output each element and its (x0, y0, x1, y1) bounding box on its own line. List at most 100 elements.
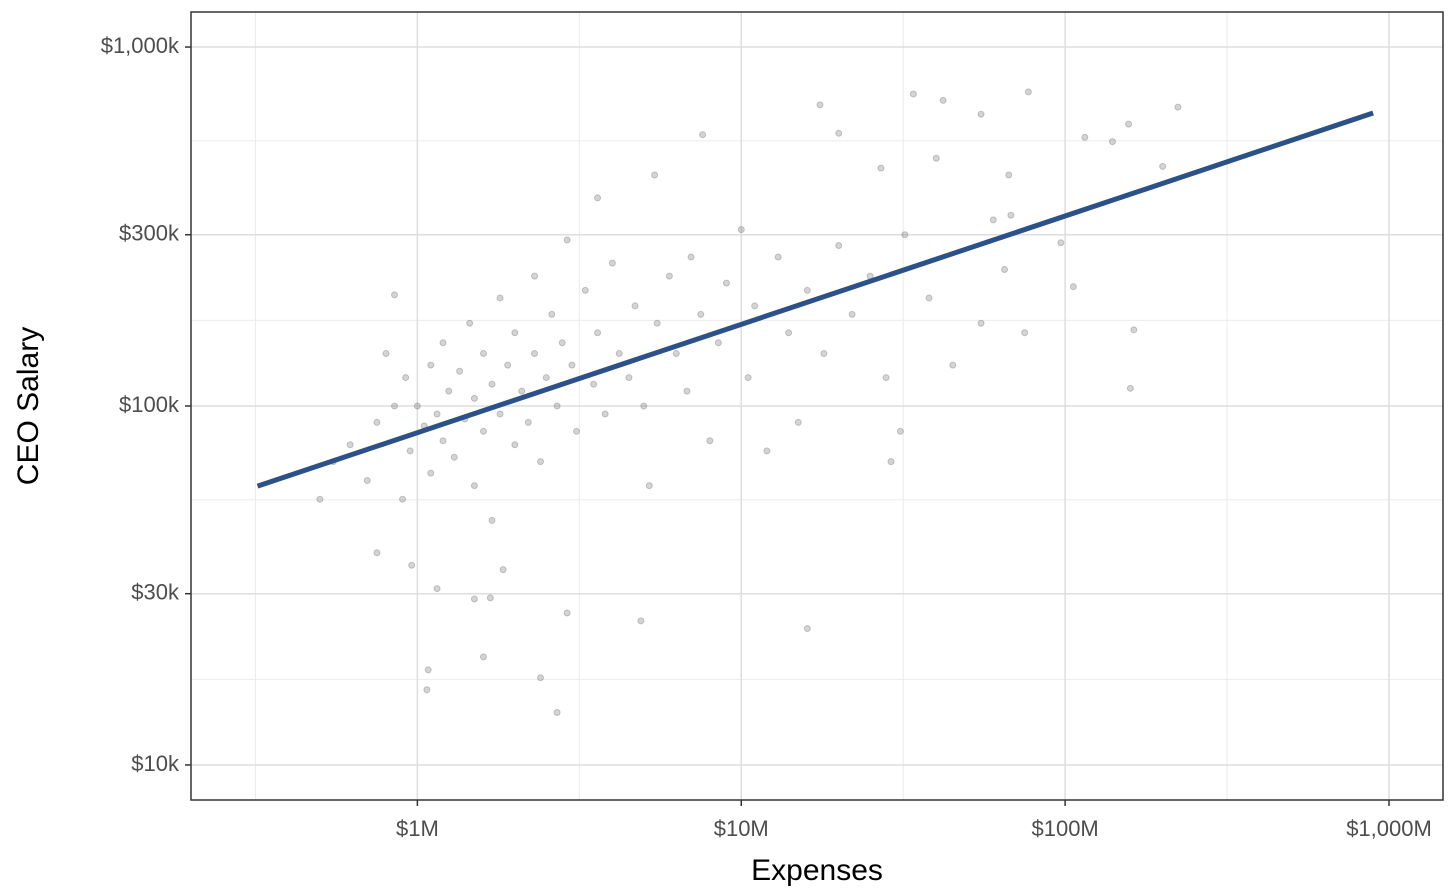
point (763, 447, 771, 455)
point (373, 418, 381, 426)
point (1069, 283, 1077, 291)
point (496, 294, 504, 302)
point (687, 253, 695, 261)
point (653, 319, 661, 327)
point (989, 216, 997, 224)
point (479, 653, 487, 661)
point (706, 437, 714, 445)
point (391, 402, 399, 410)
y-tick-label: $300k (119, 221, 180, 246)
point (427, 361, 435, 369)
x-tick-label: $100M (1031, 816, 1098, 841)
point (450, 453, 458, 461)
point (406, 447, 414, 455)
point (1024, 88, 1032, 96)
point (413, 402, 421, 410)
point (433, 410, 441, 418)
point (1007, 211, 1015, 219)
point (722, 279, 730, 287)
point (563, 236, 571, 244)
point (424, 666, 432, 674)
point (479, 350, 487, 358)
point (896, 427, 904, 435)
x-axis-title: Expenses (751, 854, 883, 887)
point (1130, 326, 1138, 334)
point (423, 686, 431, 694)
point (568, 361, 576, 369)
point (925, 294, 933, 302)
point (939, 96, 947, 104)
point (399, 495, 407, 503)
point (803, 624, 811, 632)
point (737, 226, 745, 234)
y-tick-label: $100k (119, 392, 180, 417)
point (391, 291, 399, 299)
point (479, 427, 487, 435)
point (542, 374, 550, 382)
point (848, 310, 856, 318)
point (456, 367, 464, 375)
point (373, 549, 381, 557)
point (816, 101, 824, 109)
y-axis-title: CEO Salary (12, 327, 45, 485)
point (877, 164, 885, 172)
point (531, 272, 539, 280)
point (1081, 133, 1089, 141)
point (835, 241, 843, 249)
point (470, 394, 478, 402)
point (488, 380, 496, 388)
point (553, 709, 561, 717)
point (1174, 103, 1182, 111)
point (774, 253, 782, 261)
point (439, 339, 447, 347)
point (697, 310, 705, 318)
point (640, 402, 648, 410)
point (672, 350, 680, 358)
point (346, 441, 354, 449)
x-tick-label: $1,000M (1346, 816, 1432, 841)
point (433, 585, 441, 593)
y-tick-label: $30k (131, 580, 180, 605)
point (909, 90, 917, 98)
point (466, 319, 474, 327)
point (524, 418, 532, 426)
point (488, 516, 496, 524)
point (1001, 266, 1009, 274)
point (537, 458, 545, 466)
point (445, 387, 453, 395)
point (803, 286, 811, 294)
point (499, 566, 507, 574)
point (1057, 239, 1065, 247)
point (1126, 384, 1134, 392)
point (637, 617, 645, 625)
point (496, 410, 504, 418)
fit-line (256, 110, 1374, 489)
point (751, 302, 759, 310)
point (699, 131, 707, 139)
point (316, 495, 324, 503)
point (563, 609, 571, 617)
point (511, 441, 519, 449)
point (531, 350, 539, 358)
point (1159, 162, 1167, 170)
point (363, 477, 371, 485)
point (427, 469, 435, 477)
point (573, 427, 581, 435)
point (631, 302, 639, 310)
point (470, 595, 478, 603)
point (949, 361, 957, 369)
point (518, 387, 526, 395)
x-tick-label: $10M (714, 816, 769, 841)
point (785, 329, 793, 337)
point (744, 374, 752, 382)
point (977, 319, 985, 327)
y-tick-label: $1,000k (101, 33, 180, 58)
point (1125, 120, 1133, 128)
point (408, 561, 416, 569)
plot-border (190, 11, 1444, 801)
point (625, 374, 633, 382)
point (901, 231, 909, 239)
point (601, 410, 609, 418)
point (470, 482, 478, 490)
